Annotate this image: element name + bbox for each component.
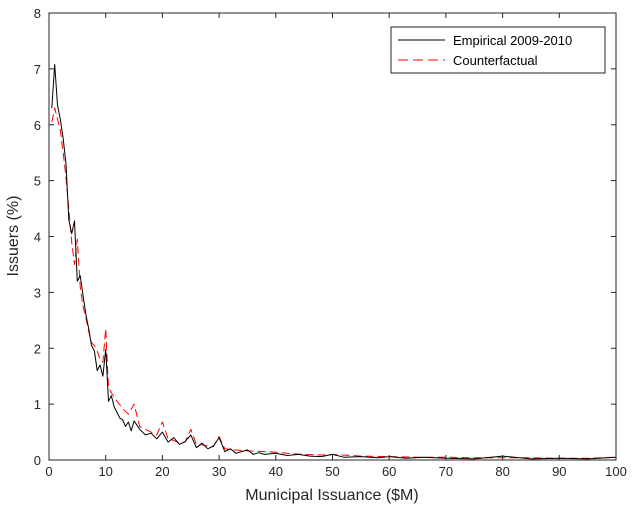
y-tick-label: 5	[34, 174, 41, 189]
y-tick-label: 3	[34, 285, 41, 300]
x-tick-label: 10	[98, 464, 112, 479]
x-tick-label: 20	[155, 464, 169, 479]
y-tick-label: 2	[34, 341, 41, 356]
legend-label-counterfactual: Counterfactual	[453, 53, 538, 68]
plot-area	[49, 13, 616, 460]
x-axis-label: Municipal Issuance ($M)	[245, 487, 418, 504]
series-layer	[51, 63, 617, 460]
x-tick-label: 100	[605, 464, 627, 479]
y-axis-ticks: 0 1 2 3 4 5 6 7 8	[34, 6, 616, 468]
series-line-empirical	[51, 63, 617, 460]
y-tick-label: 1	[34, 397, 41, 412]
x-tick-label: 70	[439, 464, 453, 479]
legend: Empirical 2009-2010 Counterfactual	[390, 26, 606, 74]
x-tick-label: 30	[212, 464, 226, 479]
y-axis-label: Issuers (%)	[5, 196, 22, 277]
x-tick-label: 60	[382, 464, 396, 479]
x-tick-label: 90	[552, 464, 566, 479]
x-tick-label: 40	[269, 464, 283, 479]
y-tick-label: 0	[34, 453, 41, 468]
legend-box	[390, 26, 606, 74]
x-tick-label: 80	[495, 464, 509, 479]
legend-label-empirical: Empirical 2009-2010	[453, 33, 572, 48]
x-axis-ticks: 0 10 20 30 40 50 60 70 80 90 100	[45, 13, 627, 479]
y-tick-label: 8	[34, 6, 41, 21]
y-tick-label: 7	[34, 62, 41, 77]
y-tick-label: 6	[34, 118, 41, 133]
x-tick-label: 0	[45, 464, 52, 479]
x-tick-label: 50	[325, 464, 339, 479]
y-tick-label: 4	[34, 230, 41, 245]
